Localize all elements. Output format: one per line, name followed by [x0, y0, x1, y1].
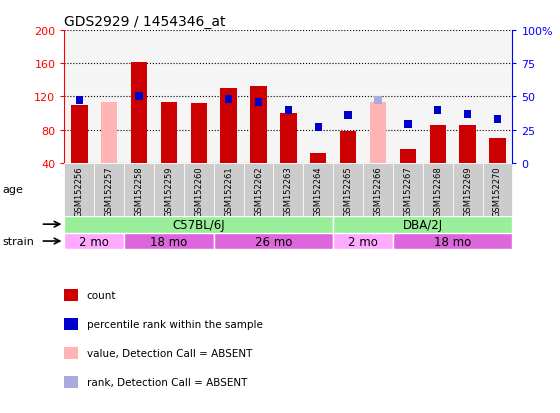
Bar — [190, 104, 207, 163]
Bar — [423, 163, 452, 216]
Bar — [333, 216, 512, 233]
Bar — [333, 163, 363, 216]
Text: strain: strain — [3, 237, 35, 247]
Text: DBA/2J: DBA/2J — [403, 218, 443, 231]
Bar — [136, 93, 143, 101]
Bar — [280, 114, 297, 163]
Bar — [161, 103, 177, 163]
Bar — [315, 123, 322, 131]
Bar — [483, 163, 512, 216]
Text: percentile rank within the sample: percentile rank within the sample — [87, 319, 263, 329]
Text: GDS2929 / 1454346_at: GDS2929 / 1454346_at — [64, 14, 226, 28]
Text: 18 mo: 18 mo — [150, 235, 188, 248]
Bar — [124, 233, 214, 250]
Bar — [404, 121, 412, 129]
Bar — [284, 107, 292, 114]
Bar — [250, 87, 267, 163]
Bar — [393, 163, 423, 216]
Text: 2 mo: 2 mo — [348, 235, 378, 248]
Text: GSM152261: GSM152261 — [224, 166, 233, 216]
Bar — [400, 149, 416, 163]
Bar — [340, 132, 356, 163]
Text: GSM152259: GSM152259 — [165, 166, 174, 216]
Bar — [221, 89, 237, 163]
Text: GSM152264: GSM152264 — [314, 166, 323, 216]
Bar — [489, 138, 506, 163]
Text: GSM152265: GSM152265 — [344, 166, 353, 216]
Bar — [124, 163, 154, 216]
Bar — [131, 62, 147, 163]
Bar — [304, 163, 333, 216]
Text: GSM152268: GSM152268 — [433, 166, 442, 216]
Bar — [214, 233, 333, 250]
Bar — [273, 163, 304, 216]
Bar — [370, 103, 386, 163]
Bar — [214, 163, 244, 216]
Bar — [452, 163, 483, 216]
Text: value, Detection Call = ABSENT: value, Detection Call = ABSENT — [87, 348, 252, 358]
Bar — [64, 216, 333, 233]
Bar — [430, 126, 446, 163]
Bar — [344, 112, 352, 120]
Bar — [71, 105, 87, 163]
Bar — [64, 163, 94, 216]
Text: GSM152257: GSM152257 — [105, 166, 114, 216]
Text: count: count — [87, 290, 116, 300]
Text: C57BL/6J: C57BL/6J — [172, 218, 225, 231]
Text: GSM152263: GSM152263 — [284, 166, 293, 216]
Bar — [94, 163, 124, 216]
Text: GSM152270: GSM152270 — [493, 166, 502, 216]
Bar — [255, 98, 262, 107]
Text: 18 mo: 18 mo — [434, 235, 472, 248]
Text: rank, Detection Call = ABSENT: rank, Detection Call = ABSENT — [87, 377, 247, 387]
Bar — [225, 96, 232, 104]
Text: age: age — [3, 185, 24, 195]
Bar — [310, 153, 326, 163]
Bar — [184, 163, 214, 216]
Bar — [244, 163, 273, 216]
Bar — [363, 163, 393, 216]
Bar — [494, 116, 501, 123]
Bar — [434, 107, 441, 114]
Bar — [464, 110, 472, 118]
Text: GSM152267: GSM152267 — [403, 166, 412, 216]
Text: GSM152256: GSM152256 — [75, 166, 84, 216]
Bar — [459, 126, 476, 163]
Text: GSM152266: GSM152266 — [374, 166, 382, 216]
Text: 26 mo: 26 mo — [255, 235, 292, 248]
Text: 2 mo: 2 mo — [80, 235, 109, 248]
Text: GSM152260: GSM152260 — [194, 166, 203, 216]
Bar — [101, 103, 118, 163]
Text: GSM152269: GSM152269 — [463, 166, 472, 216]
Bar — [154, 163, 184, 216]
Text: GSM152262: GSM152262 — [254, 166, 263, 216]
Bar — [333, 233, 393, 250]
Bar — [374, 97, 382, 105]
Text: GSM152258: GSM152258 — [134, 166, 143, 216]
Bar — [393, 233, 512, 250]
Bar — [76, 97, 83, 105]
Bar — [64, 233, 124, 250]
